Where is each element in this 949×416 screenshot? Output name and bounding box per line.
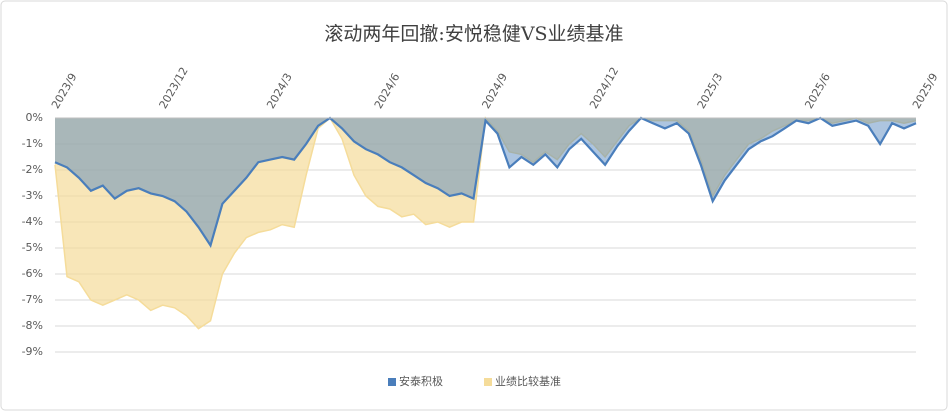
y-tick-label: -8% bbox=[22, 319, 43, 332]
y-tick-label: 0% bbox=[26, 111, 43, 124]
legend-swatch bbox=[484, 378, 492, 386]
area-fill bbox=[55, 118, 916, 329]
y-tick-label: -2% bbox=[22, 163, 43, 176]
area-fill bbox=[55, 118, 916, 246]
legend-label: 业绩比较基准 bbox=[495, 374, 561, 388]
legend-swatch bbox=[388, 378, 396, 386]
legend-label: 安泰积极 bbox=[399, 374, 443, 388]
y-tick-label: -3% bbox=[22, 189, 43, 202]
y-tick-label: -7% bbox=[22, 293, 43, 306]
y-tick-label: -4% bbox=[22, 215, 43, 228]
series-line bbox=[54, 116, 917, 249]
y-tick-label: -6% bbox=[22, 267, 43, 280]
y-tick-label: -9% bbox=[22, 345, 43, 358]
y-tick-label: -1% bbox=[22, 137, 43, 150]
chart-title: 滚动两年回撤:安悦稳健VS业绩基准 bbox=[324, 23, 623, 45]
y-tick-label: -5% bbox=[22, 241, 43, 254]
